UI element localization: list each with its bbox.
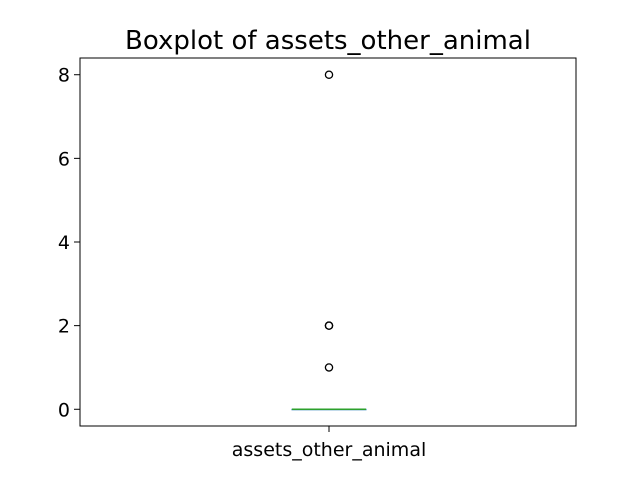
outlier-group [324,70,334,372]
y-tick-label: 8 [58,65,70,87]
chart-title: Boxplot of assets_other_animal [125,26,531,56]
y-tick-label: 0 [58,399,70,421]
y-tick-label: 6 [58,148,70,170]
y-tick-label: 2 [58,316,70,338]
outlier-point [324,321,334,330]
outlier-point [324,70,334,79]
y-tick-label: 4 [58,232,70,254]
x-axis: assets_other_animal [232,426,427,461]
box-group [291,408,367,411]
x-tick-label: assets_other_animal [232,439,427,461]
outlier-point [324,363,334,372]
y-axis: 0 2 4 6 8 [58,65,80,421]
